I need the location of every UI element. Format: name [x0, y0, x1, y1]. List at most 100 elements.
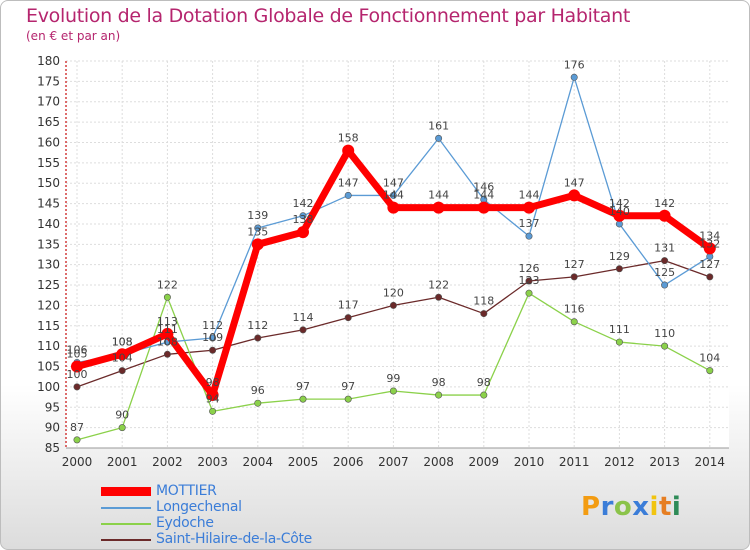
y-tick-label: 115: [37, 319, 60, 333]
data-point-saint-hilaire: [344, 314, 352, 322]
data-label-longechenal: 106: [67, 343, 88, 356]
y-tick-label: 145: [37, 197, 60, 211]
data-label-saint-hilaire: 112: [247, 319, 268, 332]
data-point-saint-hilaire: [254, 334, 262, 342]
data-point-longechenal: [570, 73, 578, 81]
y-tick-label: 150: [37, 176, 60, 190]
data-point-longechenal: [389, 191, 397, 199]
x-tick-label: 2004: [243, 455, 274, 469]
legend-item-eydoche: Eydoche: [101, 515, 361, 531]
data-label-eydoche: 98: [432, 376, 446, 389]
data-point-mottier: [523, 201, 535, 214]
logo-letter: t: [658, 492, 672, 522]
data-point-saint-hilaire: [525, 277, 533, 285]
data-label-eydoche: 94: [206, 392, 220, 405]
y-tick-label: 85: [45, 441, 60, 455]
data-label-longechenal: 161: [428, 119, 449, 132]
data-label-mottier: 105: [67, 348, 88, 361]
legend-label-saint-hilaire: Saint-Hilaire-de-la-Côte: [156, 531, 312, 547]
data-label-longechenal: 108: [112, 335, 133, 348]
data-label-longechenal: 142: [293, 197, 314, 210]
data-label-eydoche: 110: [654, 327, 675, 340]
data-point-eydoche: [73, 436, 81, 444]
data-point-eydoche: [525, 289, 533, 297]
data-label-mottier: 144: [383, 189, 404, 202]
data-label-mottier: 158: [338, 132, 359, 145]
data-point-eydoche: [209, 407, 217, 415]
data-point-longechenal: [344, 191, 352, 199]
x-tick-label: 2001: [107, 455, 138, 469]
data-label-mottier: 134: [699, 229, 720, 242]
data-point-saint-hilaire: [299, 326, 307, 334]
legend-item-longechenal: Longechenal: [101, 499, 361, 515]
data-point-mottier: [613, 209, 626, 222]
data-point-longechenal: [254, 224, 262, 232]
data-label-eydoche: 122: [157, 278, 178, 291]
logo-letter: x: [632, 492, 650, 522]
data-label-mottier: 144: [428, 189, 449, 202]
data-label-saint-hilaire: 118: [473, 295, 494, 308]
y-tick-label: 165: [37, 115, 60, 129]
data-label-mottier: 108: [112, 335, 133, 348]
data-point-mottier: [297, 226, 309, 239]
data-label-longechenal: 140: [609, 205, 630, 218]
data-point-eydoche: [435, 391, 443, 399]
data-label-saint-hilaire: 109: [202, 331, 223, 344]
data-point-mottier: [432, 201, 445, 214]
data-label-eydoche: 90: [115, 409, 129, 422]
legend-label-eydoche: Eydoche: [156, 515, 214, 531]
data-label-eydoche: 111: [609, 323, 630, 336]
legend-swatch-eydoche: [101, 523, 151, 525]
proxiti-logo: Proxiti: [581, 492, 681, 522]
y-tick-label: 105: [37, 360, 60, 374]
data-point-saint-hilaire: [73, 383, 81, 391]
data-point-mottier: [116, 348, 129, 361]
data-label-saint-hilaire: 127: [564, 258, 585, 271]
data-point-saint-hilaire: [118, 367, 126, 375]
y-tick-label: 155: [37, 156, 60, 170]
data-label-eydoche: 87: [70, 421, 84, 434]
data-point-mottier: [206, 389, 219, 402]
data-point-saint-hilaire: [163, 350, 171, 358]
y-tick-label: 175: [37, 74, 60, 88]
data-label-eydoche: 96: [251, 384, 265, 397]
x-tick-label: 2012: [604, 455, 635, 469]
x-tick-label: 2000: [62, 455, 93, 469]
data-label-mottier: 142: [654, 197, 675, 210]
data-label-saint-hilaire: 126: [519, 262, 540, 275]
data-point-eydoche: [615, 338, 623, 346]
data-point-saint-hilaire: [706, 273, 714, 281]
data-label-saint-hilaire: 108: [157, 335, 178, 348]
data-point-mottier: [387, 201, 400, 214]
y-tick-label: 160: [37, 135, 60, 149]
chart-title: Evolution de la Dotation Globale de Fonc…: [26, 5, 631, 27]
data-label-eydoche: 99: [386, 372, 400, 385]
logo-letter: P: [581, 492, 601, 522]
data-label-mottier: 144: [519, 189, 540, 202]
x-tick-label: 2014: [695, 455, 726, 469]
y-tick-label: 95: [45, 400, 60, 414]
y-tick-label: 140: [37, 217, 60, 231]
data-label-mottier: 98: [206, 376, 220, 389]
logo-letter: i: [649, 492, 659, 522]
logo-letter: i: [671, 492, 682, 522]
chart-subtitle: (en € et par an): [26, 29, 121, 43]
x-tick-label: 2007: [378, 455, 409, 469]
data-point-eydoche: [389, 387, 397, 395]
data-point-mottier: [703, 242, 716, 255]
data-label-longechenal: 132: [699, 238, 720, 251]
data-point-mottier: [161, 327, 174, 340]
y-tick-label: 135: [37, 237, 60, 251]
data-label-longechenal: 112: [202, 319, 223, 332]
data-label-mottier: 142: [609, 197, 630, 210]
data-label-longechenal: 137: [519, 217, 540, 230]
data-label-saint-hilaire: 127: [699, 258, 720, 271]
data-label-mottier: 144: [473, 189, 494, 202]
data-label-saint-hilaire: 117: [338, 299, 359, 312]
data-label-longechenal: 139: [247, 209, 268, 222]
data-label-longechenal: 111: [157, 323, 178, 336]
data-point-eydoche: [706, 367, 714, 375]
data-label-longechenal: 147: [338, 176, 359, 189]
data-point-mottier: [71, 360, 83, 373]
data-point-eydoche: [163, 293, 171, 301]
